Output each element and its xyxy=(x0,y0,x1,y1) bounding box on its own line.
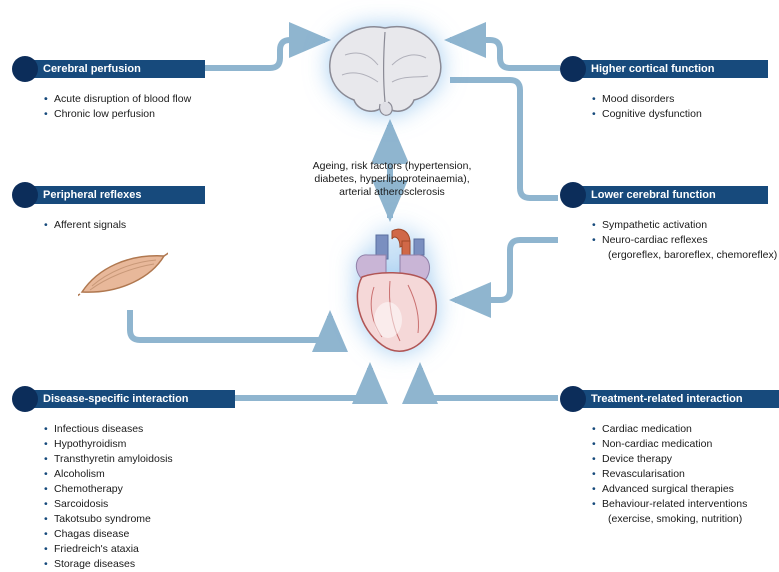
list-item: •Acute disruption of blood flow xyxy=(44,92,191,107)
panel-disease-specific: Disease-specific interaction Infectious … xyxy=(12,386,173,572)
list-item: Infectious diseases xyxy=(44,422,173,437)
list-item: Mood disorders xyxy=(592,92,702,107)
list-item: Hypothyroidism xyxy=(44,437,173,452)
header-bar: Treatment-related interaction xyxy=(573,390,779,408)
panel-list: Infectious diseasesHypothyroidismTransth… xyxy=(44,422,173,572)
list-item: Takotsubo syndrome xyxy=(44,512,173,527)
list-item: Transthyretin amyloidosis xyxy=(44,452,173,467)
heart-illustration xyxy=(338,225,448,365)
panel-list: Afferent signals xyxy=(44,218,126,233)
panel-list: Cardiac medicationNon-cardiac medication… xyxy=(592,422,747,527)
header-dot xyxy=(560,386,586,412)
header-bar: Cerebral perfusion xyxy=(25,60,205,78)
header-dot xyxy=(560,182,586,208)
center-risk-factors-text: Ageing, risk factors (hypertension, diab… xyxy=(292,160,492,199)
list-item: Device therapy xyxy=(592,452,747,467)
list-item: Neuro-cardiac reflexes(ergoreflex, baror… xyxy=(592,233,777,263)
panel-peripheral-reflexes: Peripheral reflexes Afferent signals xyxy=(12,182,126,233)
list-item: Behaviour-related interventions(exercise… xyxy=(592,497,747,527)
header-dot xyxy=(12,56,38,82)
list-item: Sympathetic activation xyxy=(592,218,777,233)
panel-list: Mood disorders Cognitive dysfunction xyxy=(592,92,702,122)
list-item: Chronic low perfusion xyxy=(44,107,191,122)
list-item: Cardiac medication xyxy=(592,422,747,437)
list-item: Afferent signals xyxy=(44,218,126,233)
list-item: Revascularisation xyxy=(592,467,747,482)
list-item: Alcoholism xyxy=(44,467,173,482)
brain-illustration xyxy=(320,20,450,125)
header-dot xyxy=(12,182,38,208)
panel-treatment-related: Treatment-related interaction Cardiac me… xyxy=(560,386,747,527)
header-bar: Lower cerebral function xyxy=(573,186,768,204)
list-item: Sarcoidosis xyxy=(44,497,173,512)
header-bar: Peripheral reflexes xyxy=(25,186,205,204)
panel-list: Sympathetic activation Neuro-cardiac ref… xyxy=(592,218,777,263)
header-dot xyxy=(12,386,38,412)
header-bar: Disease-specific interaction xyxy=(25,390,235,408)
panel-lower-cerebral: Lower cerebral function Sympathetic acti… xyxy=(560,182,777,263)
list-item: Chagas disease xyxy=(44,527,173,542)
panel-cerebral-perfusion: Cerebral perfusion •Acute disruption of … xyxy=(12,56,191,122)
header-dot xyxy=(560,56,586,82)
list-item: Storage diseases xyxy=(44,557,173,572)
header-bar: Higher cortical function xyxy=(573,60,768,78)
list-item: Cognitive dysfunction xyxy=(592,107,702,122)
list-item: Advanced surgical therapies xyxy=(592,482,747,497)
panel-list: •Acute disruption of blood flow Chronic … xyxy=(44,92,191,122)
panel-higher-cortical: Higher cortical function Mood disorders … xyxy=(560,56,702,122)
list-item: Chemotherapy xyxy=(44,482,173,497)
muscle-illustration xyxy=(78,248,168,308)
list-item: Friedreich's ataxia xyxy=(44,542,173,557)
list-item: Non-cardiac medication xyxy=(592,437,747,452)
